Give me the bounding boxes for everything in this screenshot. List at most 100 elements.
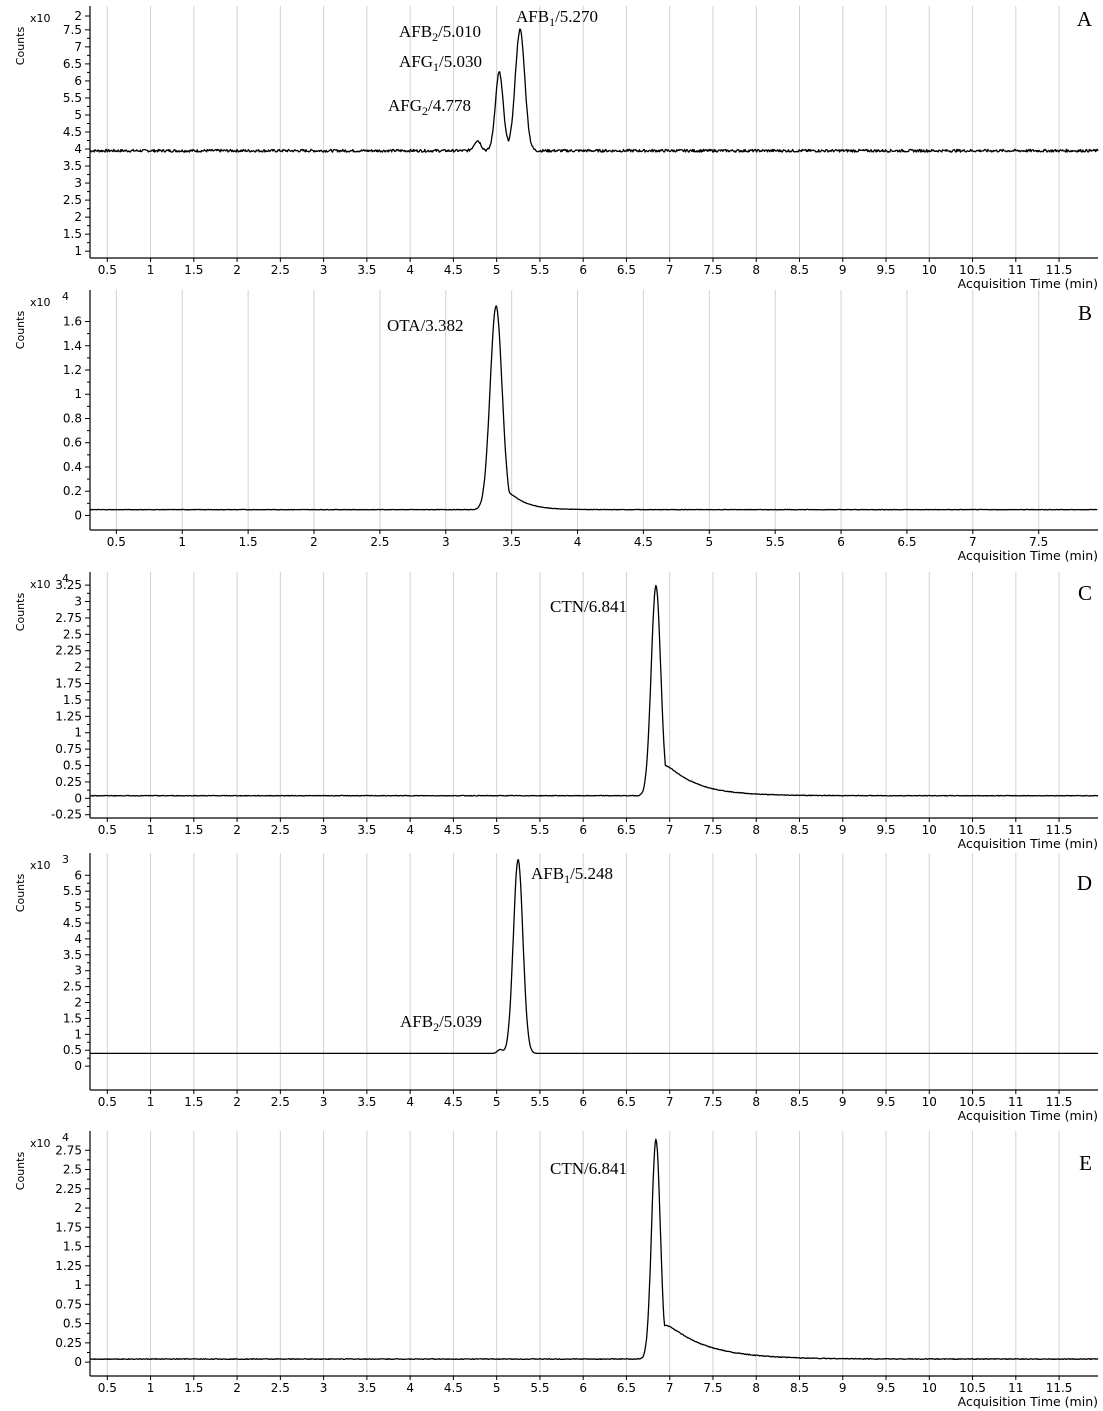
panel-d-y-tick-label: 4 xyxy=(74,932,82,946)
panel-d-x-tick-label: 9 xyxy=(839,1095,847,1109)
panel-e-x-tick-label: 0.5 xyxy=(98,1381,117,1395)
panel-d-x-tick-label: 5 xyxy=(493,1095,501,1109)
panel-a-x-tick-label: 8.5 xyxy=(790,263,809,277)
panel-b-x-tick-label: 1.5 xyxy=(239,535,258,549)
panel-d-x-tick-label: 2 xyxy=(233,1095,241,1109)
panel-d-x-tick-label: 8.5 xyxy=(790,1095,809,1109)
panel-d-x-tick-label: 8 xyxy=(752,1095,760,1109)
panel-a-x-tick-label: 5.5 xyxy=(530,263,549,277)
panel-c-x-tick-label: 8 xyxy=(752,823,760,837)
panel-b-x-tick-label: 2.5 xyxy=(370,535,389,549)
panel-e-x-tick-label: 4 xyxy=(406,1381,414,1395)
panel-d-x-tick-label: 11.5 xyxy=(1046,1095,1073,1109)
panel-a-x-tick-label: 8 xyxy=(752,263,760,277)
panel-e-y-axis-label: Counts xyxy=(14,1152,27,1191)
panel-b-y-tick-label: 0 xyxy=(74,508,82,522)
panel-e-y-tick-label: 0 xyxy=(74,1355,82,1369)
panel-c-letter: C xyxy=(1078,581,1092,605)
panel-c-y-tick-label: 0 xyxy=(74,791,82,805)
panel-c-y-tick-label: -0.25 xyxy=(51,808,82,822)
panel-d-y-tick-label: 4.5 xyxy=(63,916,82,930)
panel-b-x-tick-label: 7 xyxy=(969,535,977,549)
panel-d-y-tick-label: 2 xyxy=(74,996,82,1010)
panel-e-x-tick-label: 1 xyxy=(147,1381,155,1395)
panel-a-y-tick-label: 6 xyxy=(74,74,82,88)
panel-a-peak-label: AFB1/5.270 xyxy=(516,7,598,29)
panel-e-y-tick-label: 1.25 xyxy=(55,1259,82,1273)
panel-e-x-tick-label: 3.5 xyxy=(357,1381,376,1395)
panel-b-x-tick-label: 0.5 xyxy=(107,535,126,549)
panel-e-x-tick-label: 9 xyxy=(839,1381,847,1395)
panel-a-x-tick-label: 1 xyxy=(147,263,155,277)
panel-c-peak-label: CTN/6.841 xyxy=(550,597,627,616)
panel-b-peak-label: OTA/3.382 xyxy=(387,316,464,335)
panel-c-y-tick-label: 1 xyxy=(74,726,82,740)
panel-e-x-tick-label: 6 xyxy=(579,1381,587,1395)
panel-a-y-tick-label: 2 xyxy=(74,210,82,224)
panel-b-x-tick-label: 6 xyxy=(837,535,845,549)
panel-e-y-tick-label: 0.75 xyxy=(55,1297,82,1311)
panel-e-x-tick-label: 6.5 xyxy=(617,1381,636,1395)
panel-a-y-axis-label: Counts xyxy=(14,27,27,66)
panel-d-x-tick-label: 7.5 xyxy=(703,1095,722,1109)
panel-d-y-axis-label: Counts xyxy=(14,874,27,913)
panel-b-x-axis-label: Acquisition Time (min) xyxy=(958,548,1098,563)
panel-e-x-tick-label: 1.5 xyxy=(184,1381,203,1395)
panel-a-y-tick-label: 4.5 xyxy=(63,125,82,139)
panel-c-y-tick-label: 0.5 xyxy=(63,759,82,773)
panel-d-scale-exponent: 3 xyxy=(62,853,69,866)
panel-e-trace xyxy=(89,1138,1099,1361)
panel-a-x-tick-label: 4 xyxy=(406,263,414,277)
panel-d-y-tick-label: 6 xyxy=(74,868,82,882)
panel-d-x-tick-label: 10.5 xyxy=(959,1095,986,1109)
panel-d-y-tick-label: 2.5 xyxy=(63,980,82,994)
panel-a-y-tick-label: 6.5 xyxy=(63,57,82,71)
panel-d-x-tick-label: 2.5 xyxy=(271,1095,290,1109)
panel-c-x-tick-label: 5 xyxy=(493,823,501,837)
panel-c-x-tick-label: 3.5 xyxy=(357,823,376,837)
panel-a-x-tick-label: 7.5 xyxy=(703,263,722,277)
panel-a-y-tick-label: 2.5 xyxy=(63,193,82,207)
panel-a-y-tick-label: 4 xyxy=(74,142,82,156)
panel-b-y-tick-label: 0.2 xyxy=(63,484,82,498)
panel-c-x-axis-label: Acquisition Time (min) xyxy=(958,836,1098,851)
panel-d-peak-label: AFB2/5.039 xyxy=(400,1012,482,1034)
panel-d-x-tick-label: 3 xyxy=(320,1095,328,1109)
panel-b-scale-factor: x10 xyxy=(30,296,51,309)
panel-a-x-tick-label: 10 xyxy=(922,263,937,277)
panel-a-x-tick-label: 7 xyxy=(666,263,674,277)
panel-c-x-tick-label: 6.5 xyxy=(617,823,636,837)
panel-c-x-tick-label: 7 xyxy=(666,823,674,837)
panel-d-y-tick-label: 1.5 xyxy=(63,1011,82,1025)
panel-a-x-tick-label: 11 xyxy=(1008,263,1023,277)
panel-b-trace xyxy=(89,305,1098,511)
panel-e-x-tick-label: 7.5 xyxy=(703,1381,722,1395)
panel-a-y-tick-label: 2 xyxy=(74,9,82,23)
panel-d-x-tick-label: 9.5 xyxy=(876,1095,895,1109)
panel-c-x-tick-label: 10.5 xyxy=(959,823,986,837)
panel-e-scale-factor: x10 xyxy=(30,1137,51,1150)
panel-a-y-tick-label: 5.5 xyxy=(63,91,82,105)
panel-c-x-tick-label: 10 xyxy=(922,823,937,837)
panel-a-y-tick-label: 1.5 xyxy=(63,227,82,241)
panel-b-y-tick-label: 0.8 xyxy=(63,411,82,425)
panel-c-x-tick-label: 11.5 xyxy=(1046,823,1073,837)
panel-d-scale-factor: x10 xyxy=(30,859,51,872)
panel-d-x-tick-label: 3.5 xyxy=(357,1095,376,1109)
panel-c-x-tick-label: 8.5 xyxy=(790,823,809,837)
panel-c-y-tick-label: 0.75 xyxy=(55,742,82,756)
panel-e-x-tick-label: 2 xyxy=(233,1381,241,1395)
panel-a-x-axis-label: Acquisition Time (min) xyxy=(958,276,1098,291)
panel-a-x-tick-label: 2.5 xyxy=(271,263,290,277)
panel-e-x-tick-label: 9.5 xyxy=(876,1381,895,1395)
panel-d-y-tick-label: 0.5 xyxy=(63,1043,82,1057)
panel-c-y-tick-label: 2 xyxy=(74,660,82,674)
panel-d-trace xyxy=(90,859,1098,1055)
panel-e-x-tick-label: 2.5 xyxy=(271,1381,290,1395)
panel-a-y-tick-label: 3 xyxy=(74,176,82,190)
panel-c-x-tick-label: 5.5 xyxy=(530,823,549,837)
panel-b-y-tick-label: 0.6 xyxy=(63,436,82,450)
panel-d-x-tick-label: 4 xyxy=(406,1095,414,1109)
panel-c-x-tick-label: 9 xyxy=(839,823,847,837)
panel-e-x-tick-label: 8.5 xyxy=(790,1381,809,1395)
